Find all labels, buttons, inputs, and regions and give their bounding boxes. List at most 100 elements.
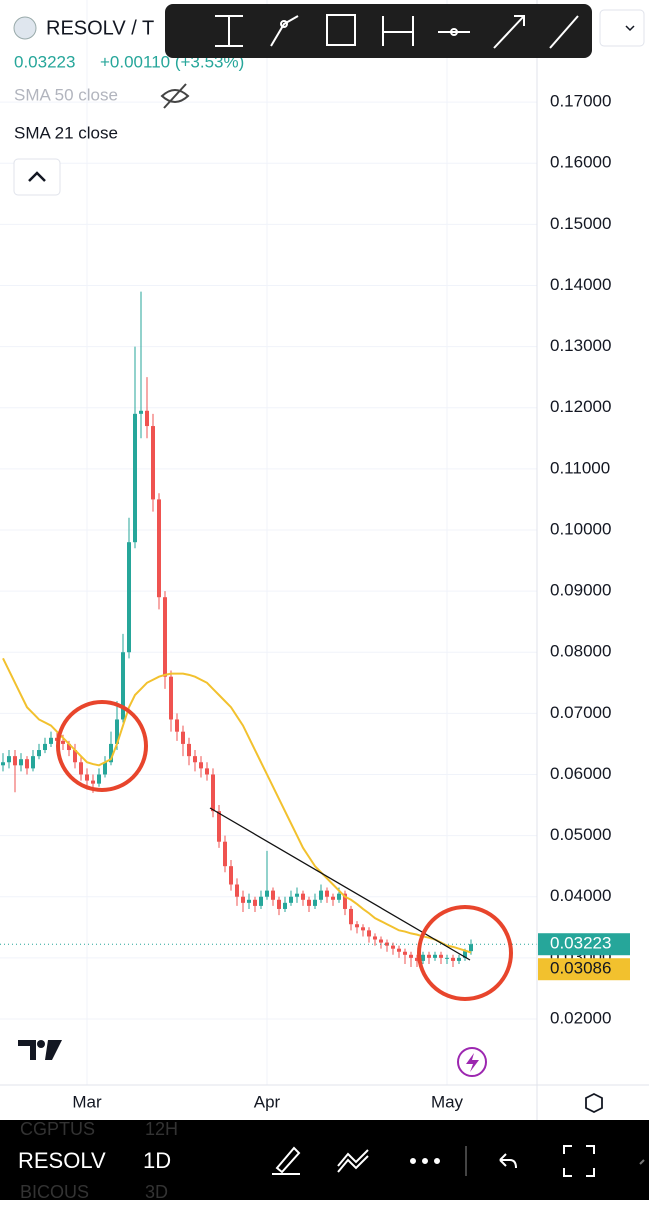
candle-body xyxy=(361,927,365,931)
candle-body xyxy=(211,774,215,812)
candle-body xyxy=(127,542,131,653)
candle-body xyxy=(379,939,383,943)
y-tick-label: 0.12000 xyxy=(550,397,611,416)
candle-body xyxy=(193,756,197,763)
hidden-icon[interactable] xyxy=(160,83,190,109)
candle-body xyxy=(295,893,299,897)
symbol-title[interactable]: RESOLV / T xyxy=(46,17,154,39)
x-tick-label: May xyxy=(431,1092,464,1111)
highlight-circle xyxy=(417,905,513,1001)
bottom-icons[interactable] xyxy=(272,1145,645,1177)
candle-body xyxy=(133,413,137,543)
sma-tag-label: 0.03086 xyxy=(550,959,611,978)
candle-body xyxy=(265,890,269,897)
candle-body xyxy=(37,750,41,757)
candle-body xyxy=(373,936,377,940)
indicator-legend[interactable]: SMA 50 close xyxy=(14,85,118,104)
candle-body xyxy=(181,731,185,744)
candle-body xyxy=(463,951,467,958)
candle-body xyxy=(415,957,419,961)
candle-body xyxy=(1,762,5,766)
toolbar-icons[interactable] xyxy=(215,14,579,49)
candle-body xyxy=(85,774,89,781)
candle-body xyxy=(445,957,449,959)
candle-body xyxy=(307,899,311,906)
candle-body xyxy=(433,954,437,958)
plot xyxy=(0,0,537,1085)
candle-body xyxy=(247,899,251,903)
candle-body xyxy=(103,762,107,775)
candle-body xyxy=(73,750,77,763)
candle-body xyxy=(115,719,119,744)
candle-body xyxy=(319,890,323,900)
candle-body xyxy=(391,945,395,949)
candle-body xyxy=(61,740,65,744)
candle-body xyxy=(91,780,95,784)
candle-body xyxy=(109,743,113,763)
price-tag xyxy=(538,933,630,956)
symbol-logo xyxy=(13,16,37,40)
y-tick-label: 0.16000 xyxy=(550,153,611,172)
candle-body xyxy=(223,841,227,867)
candle-body xyxy=(451,957,455,961)
candle-body xyxy=(253,899,257,906)
candle-body xyxy=(289,896,293,903)
tv-logo xyxy=(18,1040,62,1060)
candle-body xyxy=(25,759,29,769)
candle-body xyxy=(229,866,233,885)
candle-body xyxy=(427,954,431,958)
candle-body xyxy=(163,597,167,677)
y-tick-label: 0.09000 xyxy=(550,581,611,600)
indicator-legend[interactable]: SMA 21 close xyxy=(14,123,118,142)
candle-body xyxy=(259,896,263,906)
alert-icon[interactable] xyxy=(457,1047,487,1077)
candle-body xyxy=(97,774,101,784)
candle-body xyxy=(271,890,275,900)
symbol-picker[interactable]: RESOLV xyxy=(18,1148,106,1173)
candle-body xyxy=(241,896,245,903)
y-tick-label: 0.08000 xyxy=(550,642,611,661)
candle-body xyxy=(19,759,23,766)
candle-body xyxy=(235,884,239,897)
candle-body xyxy=(385,942,389,946)
candle-body xyxy=(277,899,281,909)
price-tag-label: 0.03223 xyxy=(550,934,611,953)
prev-interval: 12H xyxy=(145,1119,178,1139)
dropdown-icon xyxy=(625,25,635,32)
candle-body xyxy=(79,762,83,775)
y-tick-label: 0.14000 xyxy=(550,275,611,294)
candle-body xyxy=(139,410,143,414)
settings-icon[interactable] xyxy=(585,1092,603,1114)
y-tick-label: 0.04000 xyxy=(550,886,611,905)
candle-body xyxy=(439,954,443,958)
prev-symbol: CGPTUS xyxy=(20,1119,95,1139)
y-tick-label: 0.10000 xyxy=(550,519,611,538)
candle-body xyxy=(403,951,407,955)
candle-body xyxy=(13,756,17,766)
candle-body xyxy=(7,756,11,763)
collapse-button[interactable] xyxy=(13,158,61,196)
sma-line xyxy=(2,657,472,954)
candle-body xyxy=(217,811,221,842)
candle-body xyxy=(325,890,329,897)
last-price: 0.03223 xyxy=(14,52,75,71)
sma-tag xyxy=(538,958,630,981)
candle-body xyxy=(205,768,209,775)
candle-body xyxy=(313,899,317,906)
y-tick-label: 0.07000 xyxy=(550,703,611,722)
candle-body xyxy=(199,762,203,769)
candle-body xyxy=(457,957,461,961)
candle-body xyxy=(49,737,53,744)
y-tick-label: 0.15000 xyxy=(550,214,611,233)
candle-body xyxy=(469,944,473,952)
interval-picker[interactable]: 1D xyxy=(143,1148,171,1173)
candle-body xyxy=(343,893,347,909)
candle-body xyxy=(187,743,191,757)
candle-body xyxy=(367,930,371,937)
candle-body xyxy=(409,954,413,958)
dropdown[interactable] xyxy=(599,9,645,47)
y-tick-label: 0.06000 xyxy=(550,764,611,783)
candle-body xyxy=(121,652,125,720)
